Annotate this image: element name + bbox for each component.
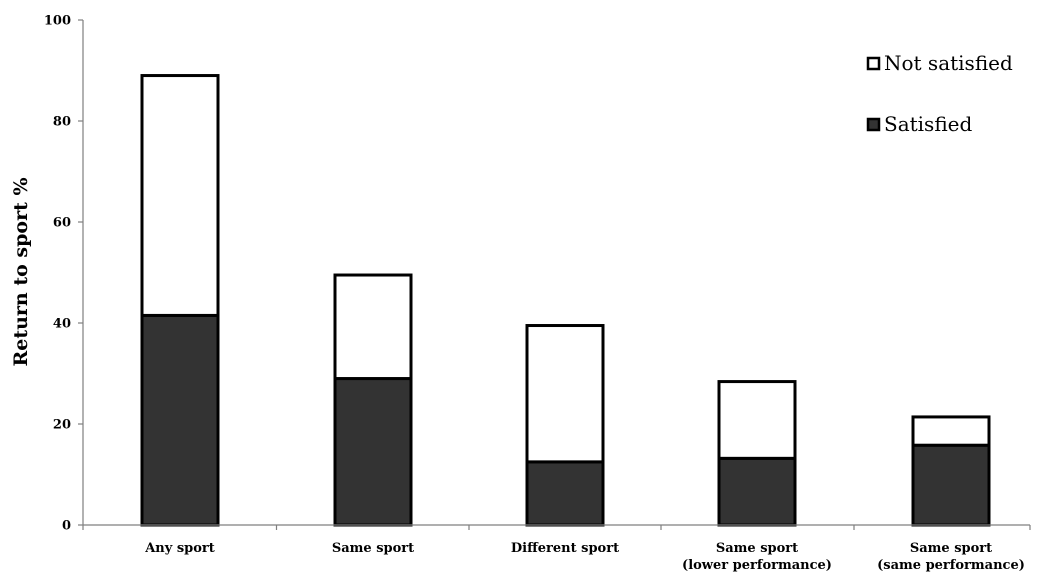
bar-segment-not-satisfied [140,74,220,317]
legend: Not satisfied Satisfied [866,51,1013,136]
y-tick-label: 80 [53,115,71,130]
bar-segment-satisfied [333,377,413,527]
y-tick-label: 20 [53,418,71,433]
y-tick-label: 60 [53,216,71,231]
x-category-label: Same sport [910,541,992,556]
y-axis: 0 20 40 60 80 100 [44,14,84,534]
y-axis-title: Return to sport % [10,177,32,366]
x-category-label: (same performance) [877,558,1025,573]
bar-segment-satisfied [525,460,605,527]
x-category-label: Any sport [144,541,215,556]
bar-segment-satisfied [717,456,797,527]
legend-swatch [866,56,881,71]
legend-swatch [866,117,881,132]
legend-label: Satisfied [884,112,972,136]
bar-segment-not-satisfied [717,380,797,460]
y-tick-label: 100 [44,14,71,29]
y-tick-label: 40 [53,317,71,332]
bar-segment-not-satisfied [525,324,605,464]
legend-label: Not satisfied [884,51,1013,75]
x-axis: Any sport Same sport Different sport Same s… [82,524,1031,573]
bars [140,74,991,527]
bar-segment-not-satisfied [333,273,413,381]
bar-segment-not-satisfied [911,415,991,447]
x-category-label: Different sport [511,541,619,556]
x-category-label: Same sport [716,541,798,556]
y-tick-label: 0 [62,519,71,534]
x-category-label: Same sport [332,541,414,556]
bar-segment-satisfied [140,313,220,527]
x-category-label: (lower performance) [682,558,832,573]
bar-segment-satisfied [911,443,991,527]
